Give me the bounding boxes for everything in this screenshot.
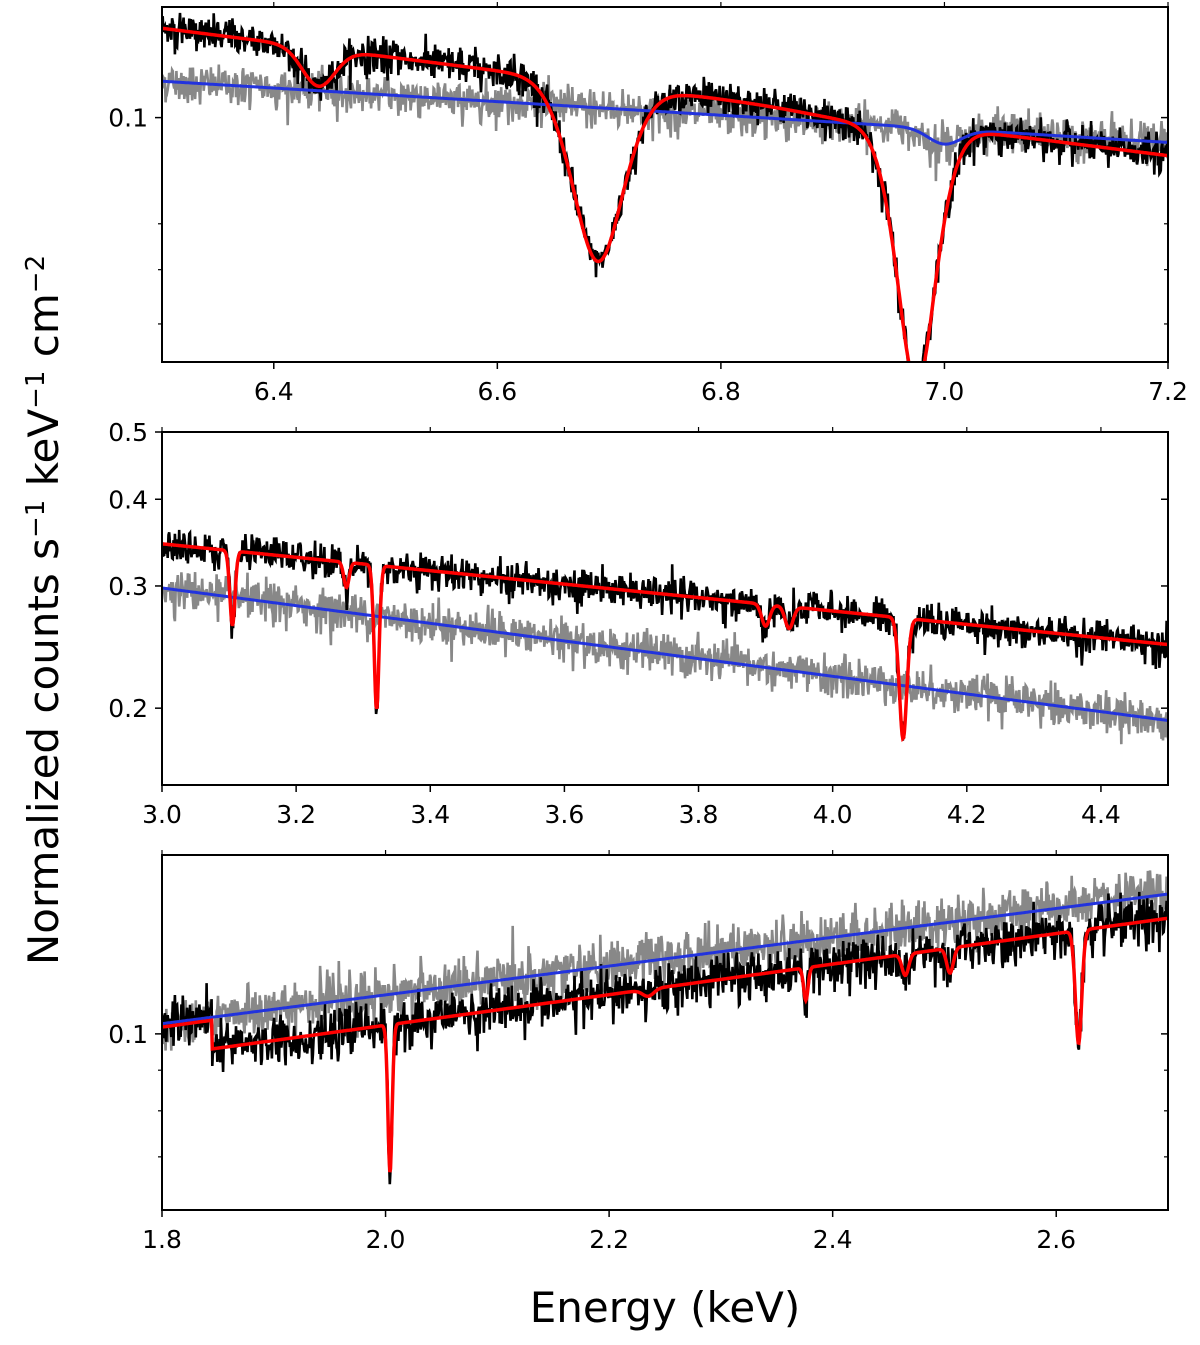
y-tick-label-top: 0.1 [108, 104, 148, 133]
data-series-gray [162, 570, 1168, 745]
panel-frame-bottom [161, 854, 1169, 1211]
plot-area-bottom [162, 870, 1168, 1185]
y-tick-label-middle: 0.5 [108, 418, 148, 447]
panel-middle: 3.0 3.2 3.4 3.6 3.8 4.0 4.2 4.4 0.2 0.3 0.4 0.5 [108, 418, 1169, 829]
continuum-model-line [162, 892, 1168, 1026]
x-tick-label-top: 6.6 [477, 377, 517, 406]
continuum-model-line [162, 79, 1168, 146]
absorption-model-line [162, 542, 1168, 743]
x-tick-label-middle: 3.6 [545, 800, 585, 829]
x-tick-label-middle: 4.0 [813, 800, 853, 829]
y-tick-label-middle: 0.2 [108, 694, 148, 723]
data-series-black [162, 529, 1168, 741]
x-tick-label-middle: 4.4 [1081, 800, 1121, 829]
data-series-black [162, 891, 1168, 1185]
absorption-model-line [162, 26, 1168, 362]
absorption-model-line [162, 916, 1168, 1173]
x-tick-label-bottom: 2.0 [366, 1225, 406, 1254]
x-tick-label-middle: 3.8 [679, 800, 719, 829]
x-axis-title: Energy (keV) [530, 1283, 801, 1332]
x-tick-label-bottom: 1.8 [142, 1225, 182, 1254]
data-series-black [162, 12, 1168, 362]
x-tick-label-middle: 3.0 [142, 800, 182, 829]
x-tick-label-middle: 4.2 [947, 800, 987, 829]
x-tick-label-top: 6.4 [254, 377, 294, 406]
continuum-model-line [162, 586, 1168, 722]
plot-area-middle [162, 529, 1168, 745]
panel-frame-top [161, 6, 1169, 363]
x-tick-label-bottom: 2.6 [1036, 1225, 1076, 1254]
x-tick-label-bottom: 2.4 [813, 1225, 853, 1254]
panel-frame-middle [161, 431, 1169, 786]
x-tick-label-middle: 3.2 [276, 800, 316, 829]
panel-top: 6.4 6.6 6.8 7.0 7.2 0.1 [108, 2, 1188, 406]
x-tick-label-top: 7.2 [1148, 377, 1188, 406]
panel-bottom: 1.8 2.0 2.2 2.4 2.6 0.1 [108, 850, 1169, 1254]
y-axis-title: Normalized counts s−1 keV−1 cm−2 [19, 255, 68, 965]
y-tick-label-middle: 0.3 [108, 572, 148, 601]
y-tick-label-bottom: 0.1 [108, 1020, 148, 1049]
x-tick-label-bottom: 2.2 [589, 1225, 629, 1254]
y-tick-label-middle: 0.4 [108, 485, 148, 514]
x-tick-label-middle: 3.4 [410, 800, 450, 829]
x-tick-label-top: 7.0 [925, 377, 965, 406]
plot-area-top [162, 12, 1168, 362]
data-series-gray [162, 870, 1168, 1051]
x-tick-label-top: 6.8 [701, 377, 741, 406]
